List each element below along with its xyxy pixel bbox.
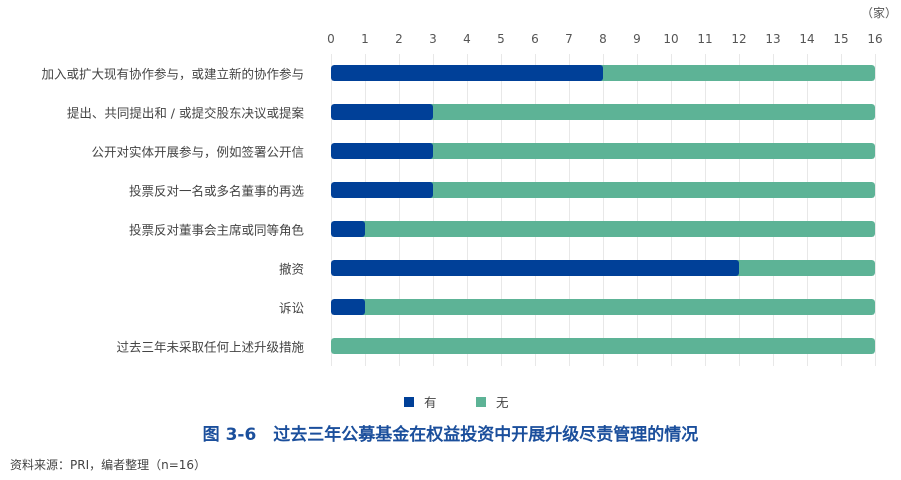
x-tick-label: 3 [429,32,437,46]
x-tick-label: 7 [565,32,573,46]
stacked-bar [331,104,875,120]
category-label: 投票反对一名或多名董事的再选 [128,183,304,199]
bar-segment-yes [331,143,433,159]
category-label: 过去三年未采取任何上述升级措施 [116,339,304,355]
x-tick-label: 9 [633,32,641,46]
gridline [875,54,876,366]
gridline [399,54,400,366]
category-label: 提出、共同提出和 / 或提交股东决议或提案 [66,105,304,121]
legend-item-yes: 有 [404,392,437,411]
x-axis-ticks: 0 1 2 3 4 5 6 7 8 9 10 11 12 13 14 15 16 [0,32,901,48]
category-label: 诉讼 [278,300,304,316]
gridline [637,54,638,366]
bar-segment-no [362,221,875,237]
category-label: 公开对实体开展参与，例如签署公开信 [91,144,304,160]
bar-segment-no [430,104,875,120]
bar-segment-yes [331,221,365,237]
stacked-bar [331,65,875,81]
legend-item-no: 无 [476,392,509,411]
x-tick-label: 5 [497,32,505,46]
gridline [603,54,604,366]
x-tick-label: 10 [663,32,679,46]
x-tick-label: 11 [697,32,713,46]
x-tick-label: 4 [463,32,471,46]
bar-segment-yes [331,65,603,81]
gridline [773,54,774,366]
stacked-bar [331,338,875,354]
gridline [433,54,434,366]
figure-title: 图 3-6 过去三年公募基金在权益投资中开展升级尽责管理的情况 [202,425,699,445]
stacked-bar [331,143,875,159]
bar-segment-no [331,338,875,354]
unit-label: （家） [861,6,898,20]
gridline [739,54,740,366]
x-tick-label: 6 [531,32,539,46]
gridline [705,54,706,366]
bar-segment-yes [331,104,433,120]
legend-swatch-yes-icon [404,396,414,407]
gridline [331,54,332,366]
x-tick-label: 2 [395,32,403,46]
gridline [535,54,536,366]
legend-swatch-no-icon [476,396,486,407]
x-tick-label: 12 [731,32,747,46]
bar-segment-yes [331,299,365,315]
x-tick-label: 16 [867,32,883,46]
stacked-bar [331,182,875,198]
category-label: 加入或扩大现有协作参与，或建立新的协作参与 [41,66,304,82]
x-tick-label: 14 [799,32,815,46]
gridline [807,54,808,366]
bar-segment-no [362,299,875,315]
gridline [569,54,570,366]
bar-segment-no [430,143,875,159]
stacked-bar [331,299,875,315]
x-tick-label: 1 [361,32,369,46]
bar-segment-yes [331,260,739,276]
x-tick-label: 15 [833,32,849,46]
stacked-bar [331,221,875,237]
gridline [467,54,468,366]
legend: 有 无 [0,392,901,411]
bar-segment-no [430,182,875,198]
gridline [841,54,842,366]
x-tick-label: 8 [599,32,607,46]
category-label: 投票反对董事会主席或同等角色 [128,222,304,238]
legend-label-no: 无 [496,395,509,410]
stacked-bar [331,260,875,276]
source-note: 资料来源：PRI，编者整理（n=16） [10,458,207,472]
bar-segment-yes [331,182,433,198]
legend-label-yes: 有 [424,395,437,410]
gridline [501,54,502,366]
bar-segment-no [736,260,875,276]
bar-segment-no [600,65,875,81]
x-tick-label: 0 [327,32,335,46]
gridline [365,54,366,366]
category-label: 撤资 [278,261,304,277]
x-tick-label: 13 [765,32,781,46]
gridline [671,54,672,366]
